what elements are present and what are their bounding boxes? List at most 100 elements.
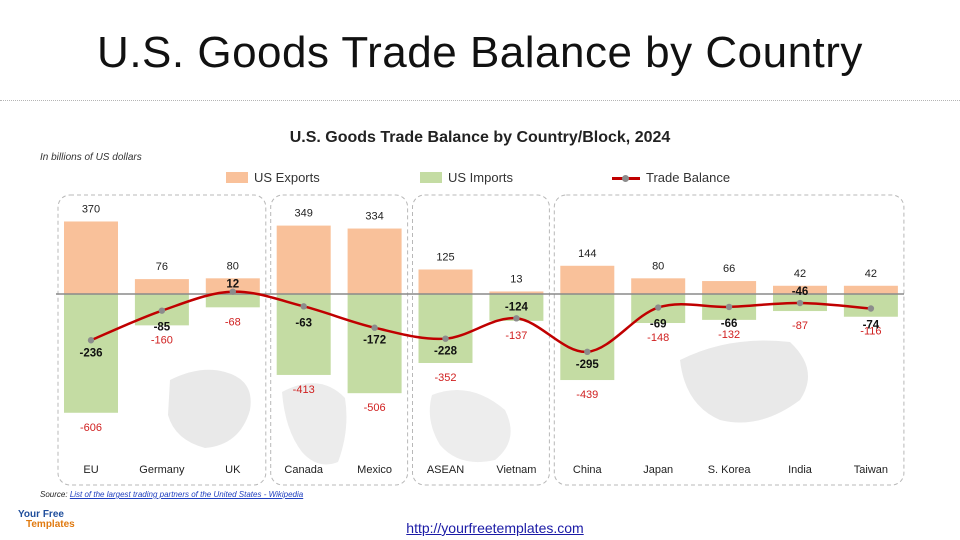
legend-swatch-balance (612, 172, 640, 184)
balance-point-11 (867, 305, 875, 312)
europe-map-shape (168, 369, 251, 448)
balance-label-11: -74 (863, 320, 880, 332)
export-bar-10 (773, 285, 827, 294)
export-label-8: 80 (652, 260, 664, 272)
legend-swatch-exports (226, 172, 248, 183)
category-label-11: Taiwan (854, 464, 888, 476)
source-label: Source: (40, 490, 68, 499)
export-label-9: 66 (723, 263, 735, 275)
import-label-1: -160 (151, 334, 173, 346)
units-note: In billions of US dollars (40, 152, 142, 163)
export-bar-11 (843, 285, 898, 294)
import-bar-2 (205, 294, 260, 308)
balance-label-10: -46 (792, 286, 809, 298)
import-label-9: -132 (718, 329, 740, 341)
export-label-7: 144 (578, 248, 596, 260)
import-label-2: -68 (225, 316, 241, 328)
export-bar-0 (64, 221, 118, 294)
site-logo: Your Free Templates (18, 510, 75, 530)
balance-point-4 (371, 324, 378, 331)
asia-map-shape (680, 340, 808, 423)
export-label-11: 42 (865, 268, 877, 280)
balance-point-0 (87, 337, 95, 344)
balance-point-10 (796, 299, 804, 307)
export-label-5: 125 (436, 252, 454, 264)
group-box-2 (412, 194, 550, 486)
category-label-3: Canada (284, 464, 323, 476)
logo-line1: Your Free (18, 509, 64, 520)
category-label-10: India (788, 464, 813, 476)
balance-point-3 (300, 303, 307, 310)
balance-point-6 (513, 315, 520, 322)
balance-label-0: -236 (79, 347, 102, 359)
balance-point-9 (725, 303, 733, 311)
north-america-map-shape (282, 383, 347, 465)
import-label-6: -137 (505, 330, 527, 342)
balance-label-1: -85 (154, 322, 171, 334)
import-label-3: -413 (293, 384, 315, 396)
balance-label-8: -69 (650, 319, 667, 331)
export-label-0: 370 (82, 203, 100, 215)
title-divider (0, 100, 960, 101)
legend-label-balance: Trade Balance (646, 170, 731, 185)
export-bar-2 (205, 278, 260, 294)
balance-line (90, 290, 871, 354)
import-label-0: -606 (80, 422, 102, 434)
export-bar-8 (631, 278, 686, 294)
export-bar-5 (418, 269, 473, 294)
category-label-4: Mexico (357, 464, 392, 476)
legend-item-balance: Trade Balance (612, 170, 730, 185)
import-label-10: -87 (792, 320, 808, 332)
export-bar-4 (347, 228, 402, 294)
export-bar-3 (276, 225, 331, 294)
export-label-6: 13 (510, 273, 522, 285)
legend-item-exports: US Exports (226, 170, 320, 185)
import-bar-0 (64, 294, 118, 413)
category-label-5: ASEAN (427, 464, 464, 476)
import-label-5: -352 (434, 372, 456, 384)
export-bar-7 (560, 265, 615, 294)
category-label-9: S. Korea (708, 464, 752, 476)
category-label-8: Japan (643, 464, 673, 476)
import-label-11: -116 (860, 326, 881, 338)
chart-title: U.S. Goods Trade Balance by Country/Bloc… (289, 129, 671, 146)
site-url-link[interactable]: http://yourfreetemplates.com (406, 520, 584, 536)
legend-label-imports: US Imports (448, 170, 514, 185)
export-label-3: 349 (295, 208, 313, 220)
group-box-1 (270, 194, 409, 486)
balance-label-4: -172 (363, 335, 386, 347)
source-note: Source: List of the largest trading part… (40, 490, 303, 499)
legend-swatch-imports (420, 172, 442, 183)
balance-label-3: -63 (295, 317, 312, 329)
category-label-1: Germany (139, 464, 185, 476)
balance-label-9: -66 (721, 318, 738, 330)
group-box-3 (553, 194, 905, 486)
import-bar-4 (347, 294, 402, 394)
export-bar-1 (134, 279, 189, 294)
category-label-0: EU (83, 464, 98, 476)
export-bar-6 (489, 291, 544, 294)
site-url: http://yourfreetemplates.com (0, 520, 960, 536)
import-bar-7 (560, 294, 615, 381)
source-link[interactable]: List of the largest trading partners of … (69, 490, 304, 499)
export-label-1: 76 (156, 261, 168, 273)
export-label-4: 334 (365, 211, 383, 223)
balance-point-8 (655, 304, 662, 311)
legend-label-exports: US Exports (254, 170, 320, 185)
balance-point-2 (229, 288, 236, 295)
group-box-0 (57, 194, 267, 486)
balance-label-7: -295 (576, 359, 600, 371)
export-label-2: 80 (227, 260, 239, 272)
balance-point-5 (442, 335, 449, 342)
category-label-7: China (573, 464, 603, 476)
balance-point-7 (584, 348, 591, 356)
legend-item-imports: US Imports (420, 170, 513, 185)
balance-point-1 (158, 307, 166, 314)
logo-line2: Templates (26, 519, 75, 530)
import-label-8: -148 (647, 332, 669, 344)
export-label-10: 42 (794, 268, 806, 280)
balance-label-6: -124 (505, 301, 529, 313)
page-title: U.S. Goods Trade Balance by Country (97, 28, 863, 77)
import-label-7: -439 (576, 389, 598, 401)
